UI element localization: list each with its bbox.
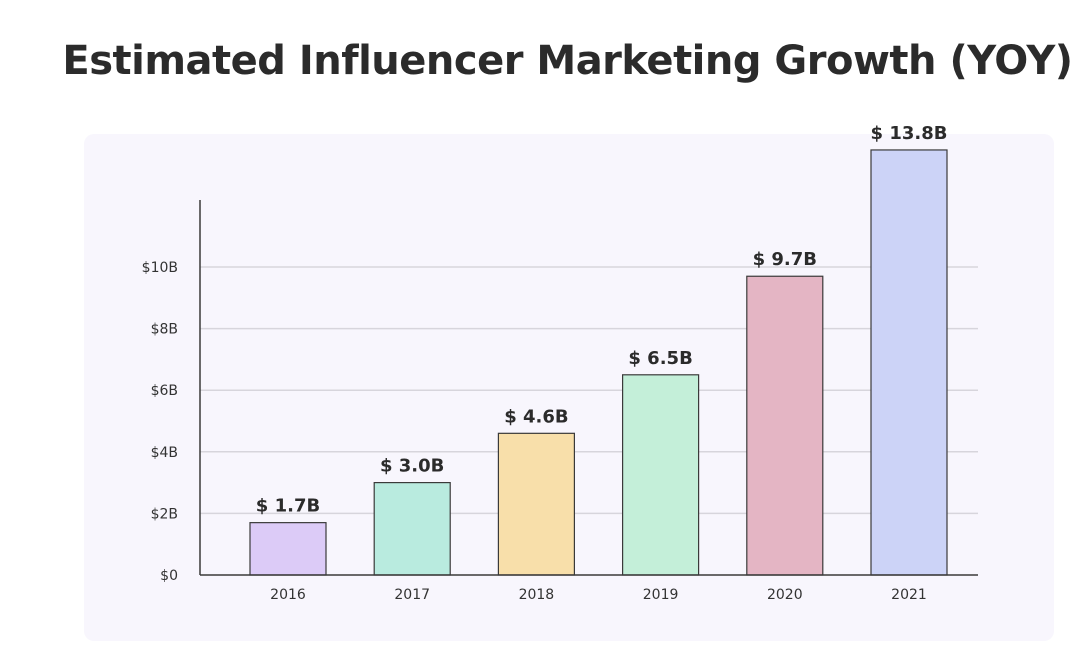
bar <box>746 275 824 576</box>
y-tick-label: $0 <box>160 568 178 584</box>
bar <box>373 482 451 576</box>
data-label: $ 1.7B <box>256 496 320 517</box>
bar <box>870 149 948 576</box>
x-tick-label: 2016 <box>270 587 306 603</box>
x-tick-label: 2020 <box>767 587 803 603</box>
y-tick-label: $4B <box>151 445 178 461</box>
y-tick-label: $10B <box>142 260 178 276</box>
data-label: $ 6.5B <box>628 348 692 369</box>
x-tick-label: 2018 <box>519 587 555 603</box>
y-tick-label: $8B <box>151 322 178 338</box>
bar <box>497 432 575 576</box>
data-label: $ 13.8B <box>871 123 948 144</box>
data-label: $ 3.0B <box>380 456 444 477</box>
data-label: $ 4.6B <box>504 406 568 427</box>
x-tick-label: 2021 <box>891 587 927 603</box>
y-tick-label: $2B <box>151 506 178 522</box>
x-tick-label: 2017 <box>394 587 430 603</box>
x-tick-label: 2019 <box>643 587 679 603</box>
chart-title: Estimated Influencer Marketing Growth (Y… <box>62 38 1073 84</box>
bar <box>621 374 700 576</box>
bar <box>249 522 327 576</box>
data-label: $ 9.7B <box>753 249 817 270</box>
y-tick-label: $6B <box>151 383 178 399</box>
